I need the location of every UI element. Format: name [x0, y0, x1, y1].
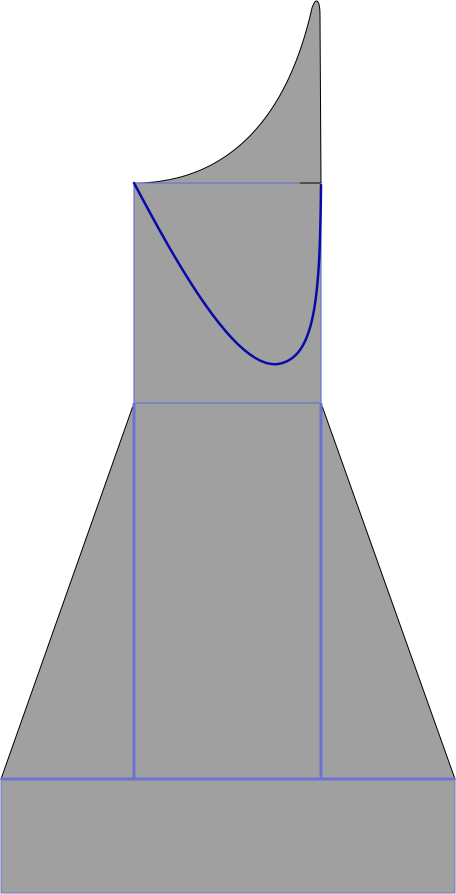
- trapezoid-body: [0, 402, 456, 780]
- base-rectangle: [0, 778, 456, 894]
- dip-curve: [132, 181, 323, 366]
- flame-top: [133, 0, 322, 184]
- upper-square: [133, 182, 322, 404]
